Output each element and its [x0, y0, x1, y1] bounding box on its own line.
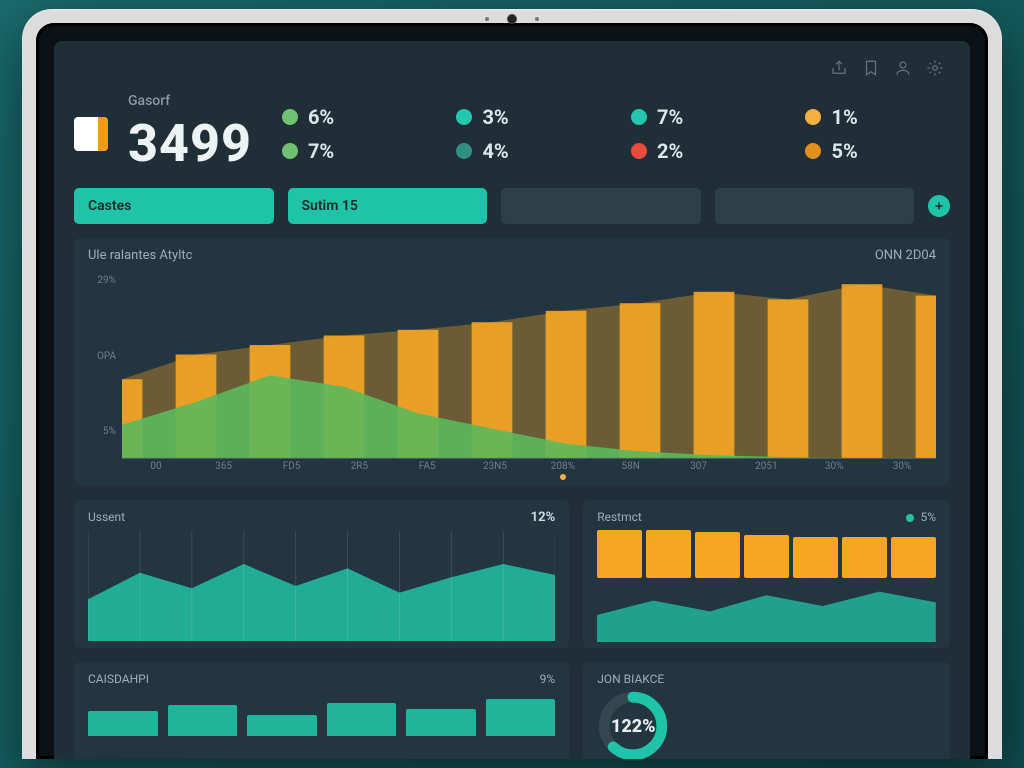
- lower-left-chart: [88, 531, 555, 641]
- bottom-right-panel: JON BIAKCE 122%: [583, 662, 950, 759]
- dashboard: Gasorf 3499 6% 3% 7% 1% 7% 4% 2% 5%: [54, 41, 970, 759]
- stat-dot: [456, 143, 472, 159]
- stat-item: 5%: [805, 139, 950, 163]
- bottom-left-title: CAISDAHPI: [88, 672, 149, 686]
- stat-item: 7%: [631, 105, 776, 129]
- bar: [695, 532, 740, 578]
- main-chart-yaxis: 29%OPA5%: [88, 269, 122, 459]
- main-chart-xaxis: 00365FD52R5FA523N5208%58N307205130%30%: [88, 461, 936, 480]
- bar: [891, 537, 936, 578]
- donut-value: 122%: [597, 690, 669, 759]
- main-chart-range: ONN 2D04: [875, 248, 936, 263]
- stat-value: 4%: [482, 139, 508, 163]
- main-chart-plot: [122, 269, 936, 459]
- bar: [646, 530, 691, 578]
- lower-right-title: Restmct: [597, 510, 642, 524]
- user-icon[interactable]: [894, 59, 912, 77]
- bar: [327, 703, 397, 736]
- stat-dot: [282, 143, 298, 159]
- metric-label: Gasorf: [128, 93, 252, 109]
- bottom-left-kpi: 9%: [540, 672, 556, 686]
- bar: [744, 535, 789, 578]
- settings-icon[interactable]: [926, 59, 944, 77]
- header: Gasorf 3499 6% 3% 7% 1% 7% 4% 2% 5%: [74, 93, 950, 174]
- stat-value: 3%: [482, 105, 508, 129]
- stat-item: 1%: [805, 105, 950, 129]
- stat-dot: [456, 109, 472, 125]
- stat-item: 3%: [456, 105, 601, 129]
- brand-logo: [74, 117, 108, 151]
- topbar: [74, 57, 950, 79]
- bookmark-icon[interactable]: [862, 59, 880, 77]
- stat-value: 5%: [831, 139, 857, 163]
- stat-value: 2%: [657, 139, 683, 163]
- tabs-row: Castes Sutim 15: [74, 188, 950, 224]
- stat-value: 1%: [831, 105, 857, 129]
- stat-value: 6%: [308, 105, 334, 129]
- stat-item: 6%: [282, 105, 427, 129]
- bar: [842, 537, 887, 578]
- bar: [793, 537, 838, 578]
- bar: [406, 709, 476, 736]
- stat-dot: [282, 109, 298, 125]
- tab-3[interactable]: [715, 188, 915, 224]
- lower-right-panel: Restmct 5%: [583, 500, 950, 648]
- stat-dot: [805, 109, 821, 125]
- main-chart-panel: Ule ralantes Atyltc ONN 2D04 29%OPA5% 00…: [74, 238, 950, 486]
- bottom-left-bars: [88, 690, 555, 736]
- stat-value: 7%: [308, 139, 334, 163]
- stat-dot: [631, 143, 647, 159]
- lower-right-legend: 5%: [906, 510, 936, 524]
- bar: [597, 530, 642, 578]
- stat-dot: [631, 109, 647, 125]
- bar: [486, 699, 556, 736]
- tab-2[interactable]: [501, 188, 701, 224]
- stat-dot: [805, 143, 821, 159]
- donut-chart: 122%: [597, 690, 669, 759]
- stat-value: 7%: [657, 105, 683, 129]
- lower-right-bars: [597, 530, 936, 578]
- lower-left-title: Ussent: [88, 510, 125, 525]
- tab-1[interactable]: Sutim 15: [288, 188, 488, 224]
- bar: [247, 715, 317, 736]
- bar: [168, 705, 238, 736]
- stats-grid: 6% 3% 7% 1% 7% 4% 2% 5%: [282, 105, 950, 163]
- lower-left-panel: Ussent 12%: [74, 500, 569, 648]
- tab-add-icon[interactable]: [928, 195, 950, 217]
- bar: [88, 711, 158, 736]
- bottom-left-panel: CAISDAHPI 9%: [74, 662, 569, 759]
- lower-right-spark: [597, 588, 936, 642]
- bottom-right-title: JON BIAKCE: [597, 672, 664, 686]
- stat-item: 2%: [631, 139, 776, 163]
- metric-value: 3499: [128, 113, 252, 174]
- lower-left-kpi: 12%: [531, 510, 556, 525]
- main-chart-title: Ule ralantes Atyltc: [88, 248, 192, 263]
- tab-0[interactable]: Castes: [74, 188, 274, 224]
- share-icon[interactable]: [830, 59, 848, 77]
- stat-item: 7%: [282, 139, 427, 163]
- stat-item: 4%: [456, 139, 601, 163]
